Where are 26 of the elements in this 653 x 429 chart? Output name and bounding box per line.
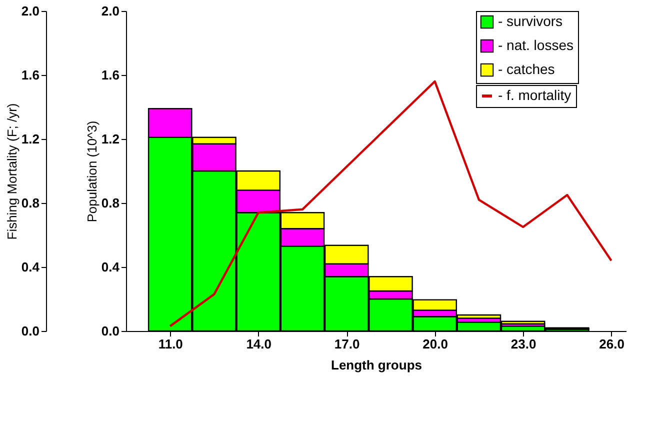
y2-tick-label: 0.8 xyxy=(101,196,120,210)
y2-tick-label: 1.2 xyxy=(101,132,120,146)
legend-label: - catches xyxy=(498,61,555,77)
y-tick-label: 0.8 xyxy=(21,196,40,210)
y2-axis-title: Population (10^3) xyxy=(84,120,100,222)
legend-label: - survivors xyxy=(498,13,563,29)
line-series xyxy=(169,80,612,328)
x-tick-label: 26.0 xyxy=(599,336,624,352)
y-tick-label: 0.0 xyxy=(21,324,40,338)
x-axis-title: Length groups xyxy=(331,358,422,372)
legend-label: - f. mortality xyxy=(498,87,572,103)
y2-tick-label: 0.4 xyxy=(101,260,120,274)
x-tick-label: 20.0 xyxy=(422,336,448,352)
x-tick-label: 17.0 xyxy=(334,336,360,352)
x-tick-label: 23.0 xyxy=(510,336,536,352)
y-axis-title: Fishing Mortality (F; /yr) xyxy=(4,103,20,240)
y-tick-label: 1.6 xyxy=(21,68,40,82)
y-tick-label: 1.2 xyxy=(21,132,40,146)
y2-tick-label: 1.6 xyxy=(101,68,120,82)
x-tick-label: 11.0 xyxy=(158,336,183,352)
y2-tick-label: 0.0 xyxy=(101,324,120,338)
y2-tick-label: 2.0 xyxy=(101,4,120,18)
y-tick-label: 2.0 xyxy=(21,4,40,18)
x-tick-label: 14.0 xyxy=(246,336,272,352)
y-tick-label: 0.4 xyxy=(21,260,40,274)
legend-label: - nat. losses xyxy=(498,37,574,53)
